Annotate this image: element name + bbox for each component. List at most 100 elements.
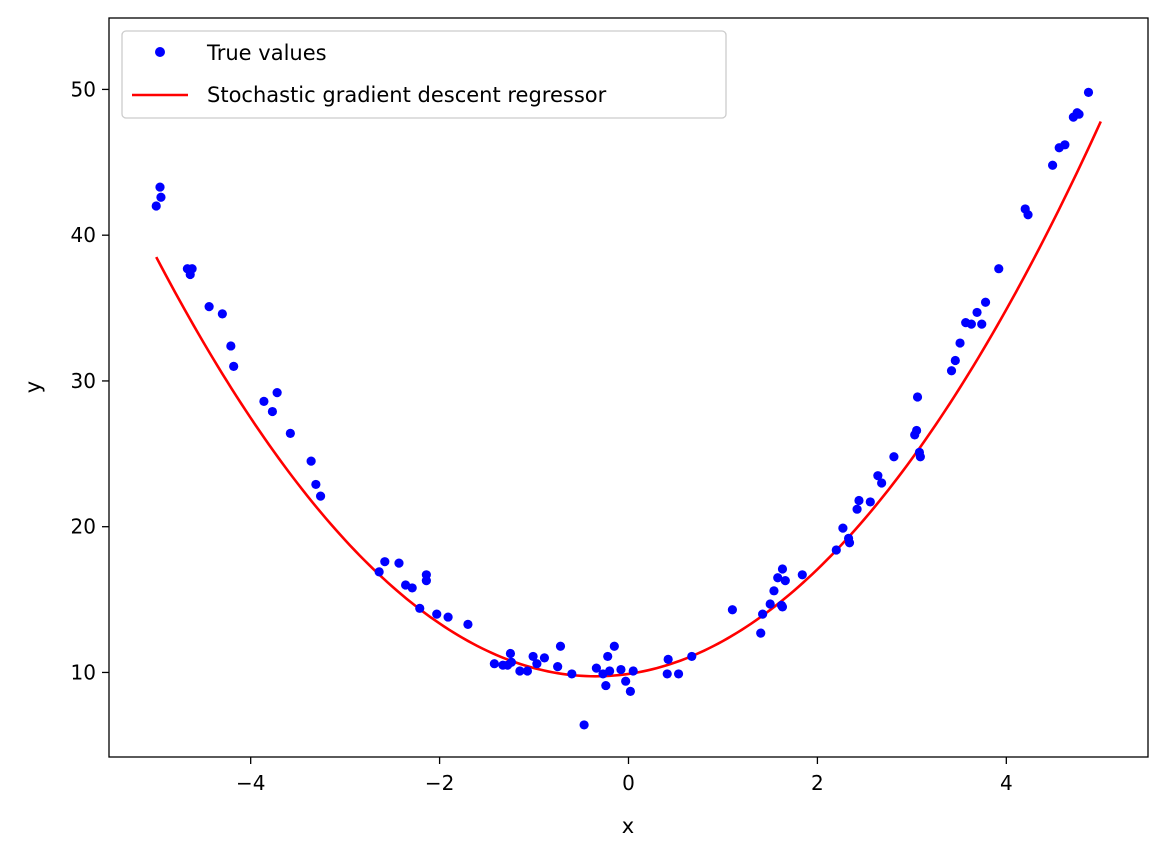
data-point: [259, 396, 269, 406]
data-point: [912, 392, 923, 402]
data-point: [687, 651, 697, 662]
data-points-layer: [151, 87, 1094, 730]
regression-line: [155, 120, 1102, 678]
data-point: [567, 669, 577, 679]
data-point: [443, 612, 453, 622]
x-tick-label: 0: [622, 771, 635, 795]
data-point: [972, 307, 982, 318]
data-point: [625, 686, 635, 697]
data-point: [852, 504, 862, 514]
data-point: [1083, 87, 1094, 97]
data-point: [777, 602, 788, 612]
data-point: [616, 664, 626, 675]
data-point: [187, 264, 197, 274]
data-point: [756, 628, 766, 638]
data-point: [831, 545, 841, 555]
data-point: [374, 567, 384, 577]
data-point: [844, 538, 855, 548]
data-point: [628, 666, 638, 676]
data-point: [407, 583, 417, 593]
data-point: [151, 201, 161, 211]
data-point: [966, 319, 976, 329]
data-point: [662, 669, 672, 679]
data-point: [977, 319, 987, 329]
y-tick-label: 30: [71, 369, 96, 393]
data-point: [777, 564, 788, 574]
data-point: [873, 471, 883, 481]
data-point: [204, 302, 214, 312]
data-point: [838, 523, 848, 533]
data-point: [229, 361, 239, 371]
data-point: [605, 666, 615, 676]
data-point: [522, 666, 533, 676]
data-point: [1023, 210, 1033, 220]
data-point: [155, 182, 165, 192]
data-point: [621, 676, 631, 686]
data-point: [769, 586, 779, 596]
data-point: [889, 452, 899, 462]
x-tick-label: −4: [236, 771, 265, 795]
data-point: [315, 491, 326, 501]
data-point: [432, 609, 442, 619]
data-point: [394, 558, 404, 568]
x-axis-ticks: −4 −2 0 2 4: [236, 757, 1013, 795]
y-axis-label: y: [21, 381, 45, 393]
data-point: [663, 654, 673, 664]
y-tick-label: 50: [71, 77, 96, 101]
data-point: [555, 641, 566, 651]
data-point: [601, 680, 611, 691]
legend-marker-true-values: [155, 47, 165, 57]
data-point: [267, 406, 278, 417]
data-point: [727, 605, 738, 615]
data-point: [673, 669, 684, 679]
plot-area: [151, 87, 1102, 730]
data-point: [950, 355, 960, 366]
data-point: [758, 609, 768, 619]
data-point: [553, 662, 563, 672]
data-point: [311, 479, 321, 490]
data-point: [156, 192, 166, 202]
data-point: [865, 497, 875, 507]
data-point: [1074, 109, 1084, 119]
data-point: [797, 570, 807, 580]
data-point: [380, 557, 390, 567]
legend-label-regressor: Stochastic gradient descent regressor: [207, 83, 607, 107]
data-point: [946, 366, 957, 376]
data-point: [780, 576, 790, 586]
data-point: [955, 338, 965, 348]
data-point: [415, 603, 425, 613]
data-point: [217, 309, 227, 319]
data-point: [528, 651, 538, 662]
y-tick-label: 20: [71, 515, 96, 539]
x-axis-label: x: [622, 814, 634, 838]
x-tick-label: 4: [1000, 771, 1013, 795]
data-point: [609, 641, 619, 651]
data-point: [773, 573, 783, 583]
legend: True values Stochastic gradient descent …: [121, 30, 727, 119]
legend-label-true-values: True values: [206, 41, 327, 65]
data-point: [539, 653, 550, 663]
data-point: [505, 648, 516, 659]
data-point: [994, 264, 1004, 274]
data-point: [463, 619, 473, 629]
data-point: [1048, 160, 1058, 170]
x-tick-label: −2: [425, 771, 454, 795]
data-point: [980, 297, 991, 307]
data-point: [1060, 140, 1070, 150]
y-tick-label: 40: [71, 223, 96, 247]
data-point: [489, 659, 499, 669]
data-point: [285, 428, 295, 439]
data-point: [603, 651, 613, 662]
axes-frame: [108, 17, 1149, 758]
legend-box: [121, 30, 727, 119]
regression-line-layer: [155, 120, 1102, 678]
y-tick-label: 10: [71, 660, 96, 684]
data-point: [421, 576, 431, 586]
data-point: [515, 666, 525, 676]
data-point: [854, 495, 864, 506]
data-point: [532, 659, 542, 669]
data-point: [877, 478, 887, 488]
data-point: [272, 388, 282, 398]
data-point: [226, 341, 236, 351]
